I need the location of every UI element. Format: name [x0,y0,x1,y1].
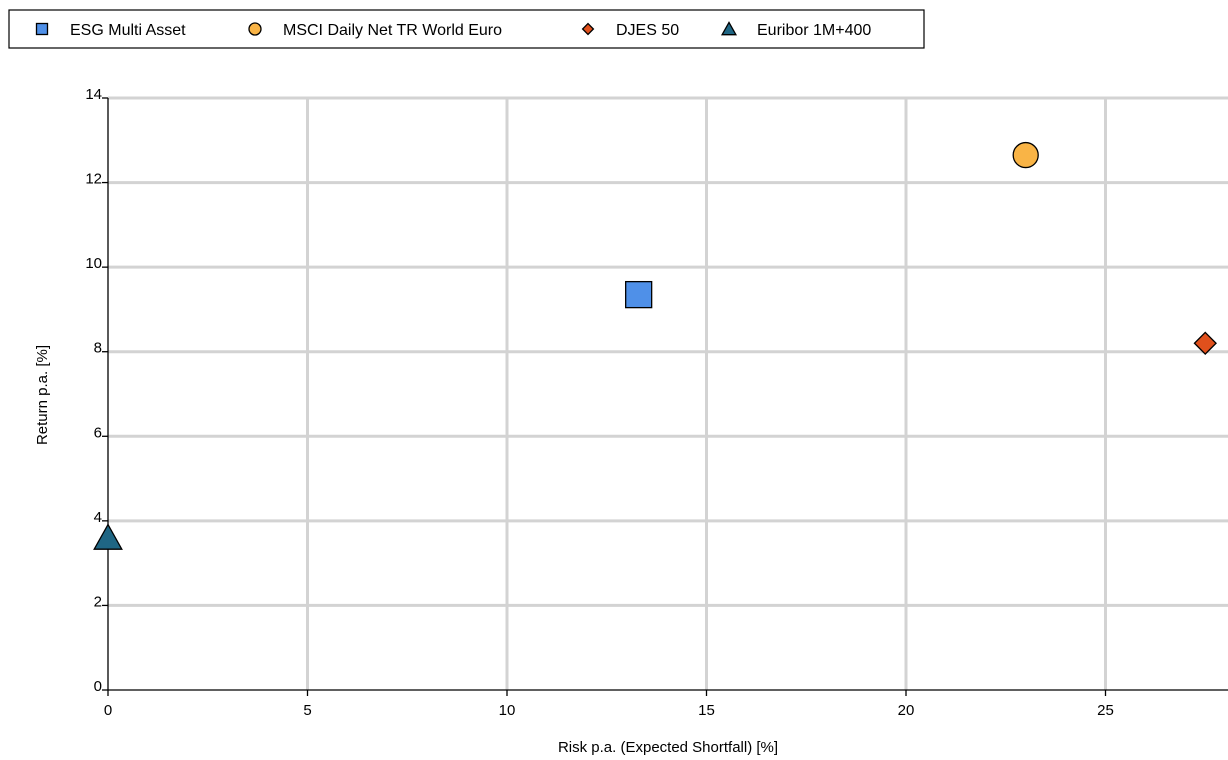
x-tick-label: 25 [1097,702,1114,719]
x-tick-label: 0 [104,702,112,719]
y-tick-label: 6 [94,424,102,441]
data-points [93,141,1217,550]
x-axis-title: Risk p.a. (Expected Shortfall) [%] [558,739,778,756]
legend-label: Euribor 1M+400 [757,22,871,39]
grid-lines [108,96,1228,690]
legend-marker-triangle [720,21,738,36]
x-axis-ticks: 0 5 10 15 20 25 [104,690,1114,719]
y-tick-label: 2 [94,593,102,610]
legend-item: Euribor 1M+400 [720,21,871,39]
data-point-square [625,280,653,309]
x-tick-label: 5 [303,702,311,719]
y-tick-label: 0 [94,678,102,695]
axes [107,98,1228,691]
legend-item: MSCI Daily Net TR World Euro [248,22,502,39]
data-point-circle [1012,141,1039,169]
legend-label: ESG Multi Asset [70,22,186,39]
y-tick-label: 12 [85,171,102,188]
y-axis-ticks: 0 2 4 6 8 10 12 14 [85,86,108,695]
y-tick-label: 10 [85,255,102,272]
data-point-triangle [93,523,123,550]
legend-marker-circle [248,22,262,36]
legend-label: MSCI Daily Net TR World Euro [283,22,502,39]
y-tick-label: 14 [85,86,102,103]
x-tick-label: 10 [499,702,516,719]
legend-box [8,9,925,49]
y-axis-title: Return p.a. [%] [34,345,51,445]
plot-area: 0 5 10 15 20 25 0 2 4 6 8 10 12 14 [85,86,1228,719]
legend-item: ESG Multi Asset [35,22,186,39]
legend: ESG Multi Asset MSCI Daily Net TR World E… [8,9,925,49]
y-tick-label: 4 [94,509,102,526]
legend-item: DJES 50 [581,22,679,39]
x-tick-label: 20 [898,702,915,719]
legend-label: DJES 50 [616,22,679,39]
legend-marker-diamond [581,22,595,36]
data-point-diamond [1193,331,1217,355]
y-tick-label: 8 [94,340,102,357]
legend-marker-square [35,22,49,36]
x-tick-label: 15 [698,702,715,719]
